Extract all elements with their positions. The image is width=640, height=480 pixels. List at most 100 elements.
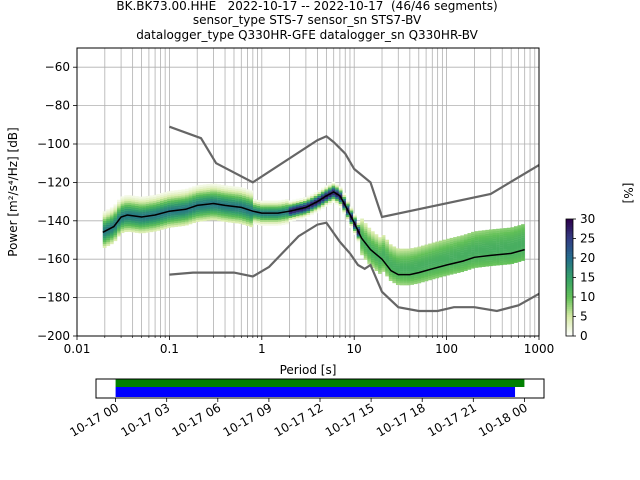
density-cell: [138, 225, 143, 228]
density-cell: [506, 229, 511, 232]
density-cell: [399, 252, 404, 255]
density-cell: [235, 203, 239, 207]
density-cell: [159, 202, 164, 205]
density-cell: [328, 200, 332, 203]
density-cell: [503, 258, 508, 261]
density-cell: [113, 225, 118, 228]
density-cell: [292, 207, 297, 210]
density-cell: [513, 253, 518, 256]
density-cell: [424, 271, 429, 274]
colorbar-segment: [566, 322, 573, 325]
density-cell: [167, 204, 171, 207]
density-cell: [435, 253, 440, 256]
density-cell: [124, 225, 128, 229]
density-cell: [270, 214, 275, 217]
density-cell: [517, 244, 522, 247]
density-cell: [188, 204, 193, 207]
density-cell: [310, 205, 314, 208]
colorbar-tick-label: 5: [580, 310, 588, 324]
colorbar-segment: [566, 332, 573, 335]
density-cell: [238, 210, 243, 213]
density-cell: [149, 228, 154, 231]
colorbar-segment: [566, 240, 573, 243]
density-cell: [188, 199, 193, 202]
density-cell: [306, 197, 311, 200]
density-cell: [328, 191, 332, 194]
density-cell: [370, 238, 375, 242]
density-cell: [474, 265, 479, 268]
density-cell: [113, 233, 118, 236]
density-cell: [485, 260, 490, 263]
density-cell: [385, 255, 390, 258]
density-cell: [134, 230, 139, 233]
density-cell: [106, 217, 111, 220]
density-cell: [406, 262, 411, 265]
density-cell: [521, 235, 525, 238]
density-cell: [381, 238, 386, 242]
density-cell: [374, 259, 379, 262]
density-cell: [378, 252, 382, 255]
density-cell: [471, 233, 475, 236]
density-cell: [181, 200, 186, 204]
density-cell: [163, 192, 168, 195]
density-cell: [324, 204, 329, 207]
density-cell: [467, 254, 472, 257]
density-cell: [152, 217, 157, 221]
density-cell: [381, 240, 386, 244]
density-cell: [349, 223, 354, 226]
colorbar-segment: [566, 300, 573, 304]
noise-model-low-line: [169, 221, 540, 313]
density-cell: [467, 246, 472, 249]
density-cell: [370, 237, 375, 240]
density-cell: [285, 199, 289, 202]
density-cell: [220, 200, 225, 203]
density-cell: [274, 208, 279, 211]
density-cell: [199, 196, 204, 199]
density-cell: [478, 249, 482, 253]
density-cell: [471, 254, 475, 258]
density-cell: [117, 201, 121, 204]
density-cell: [503, 249, 508, 252]
density-cell: [449, 241, 454, 244]
density-cell: [124, 206, 128, 209]
density-cell: [338, 194, 343, 197]
density-cell: [320, 187, 325, 190]
density-cell: [124, 216, 128, 219]
density-cell: [513, 237, 518, 240]
density-cell: [481, 253, 486, 256]
density-cell: [260, 210, 264, 213]
density-cell: [170, 204, 175, 207]
density-cell: [231, 203, 236, 206]
density-cell: [224, 200, 229, 203]
density-cell: [188, 189, 193, 192]
density-cell: [224, 193, 229, 196]
density-cell: [184, 223, 189, 226]
density-cell: [192, 186, 196, 189]
density-cell: [385, 253, 390, 256]
density-cell: [413, 253, 418, 256]
density-cell: [431, 242, 436, 245]
density-cell: [195, 191, 200, 194]
density-cell: [267, 217, 272, 221]
density-cell: [496, 240, 500, 243]
density-cell: [453, 260, 457, 263]
density-cell: [446, 267, 450, 270]
density-cell: [442, 262, 447, 265]
y-tick-label: −200: [37, 329, 70, 343]
density-cell: [403, 279, 407, 282]
density-cell: [192, 220, 196, 224]
density-cell: [506, 262, 511, 265]
density-cell: [392, 252, 397, 255]
density-cell: [403, 281, 407, 284]
coverage-tick-label: 10-17 12: [272, 400, 326, 439]
density-cell: [335, 202, 339, 205]
density-cell: [134, 207, 139, 210]
density-cell: [210, 200, 214, 203]
density-cell: [471, 262, 475, 265]
density-cell: [410, 259, 415, 262]
density-cell: [328, 189, 332, 192]
density-cell: [113, 212, 118, 215]
density-cell: [378, 262, 382, 265]
